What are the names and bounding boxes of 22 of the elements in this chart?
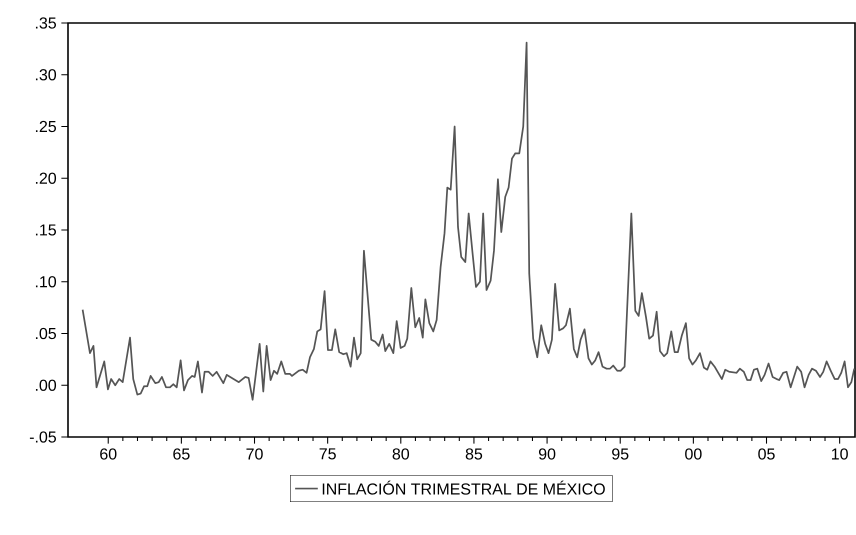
x-tick-label: 05 [758, 448, 775, 460]
x-tick-label: 65 [173, 448, 190, 460]
x-tick-label: 95 [612, 448, 628, 460]
y-tick-label: .35 [36, 17, 56, 29]
line-series [82, 42, 856, 401]
x-tick-label: 10 [832, 448, 848, 460]
x-tick-label: 90 [538, 448, 556, 460]
x-tick-label: 75 [320, 448, 336, 460]
legend-label: INFLACIÓN TRIMESTRAL DE MÉXICO [322, 480, 605, 495]
y-tick-label: .10 [36, 276, 56, 288]
y-tick-label: .25 [36, 120, 56, 132]
x-tick-label: 85 [466, 448, 482, 460]
x-tick-label: 00 [685, 448, 702, 460]
x-tick-label: 80 [392, 448, 410, 460]
y-tick-label: .20 [36, 172, 56, 184]
y-tick-label: .30 [36, 69, 56, 80]
y-tick-label: .05 [36, 328, 56, 340]
y-tick-label: .15 [36, 224, 56, 236]
x-tick-label: 70 [246, 448, 263, 460]
x-tick-label: 60 [100, 448, 116, 460]
y-tick-label: .00 [36, 380, 56, 391]
y-tick-label: -.05 [30, 431, 56, 443]
